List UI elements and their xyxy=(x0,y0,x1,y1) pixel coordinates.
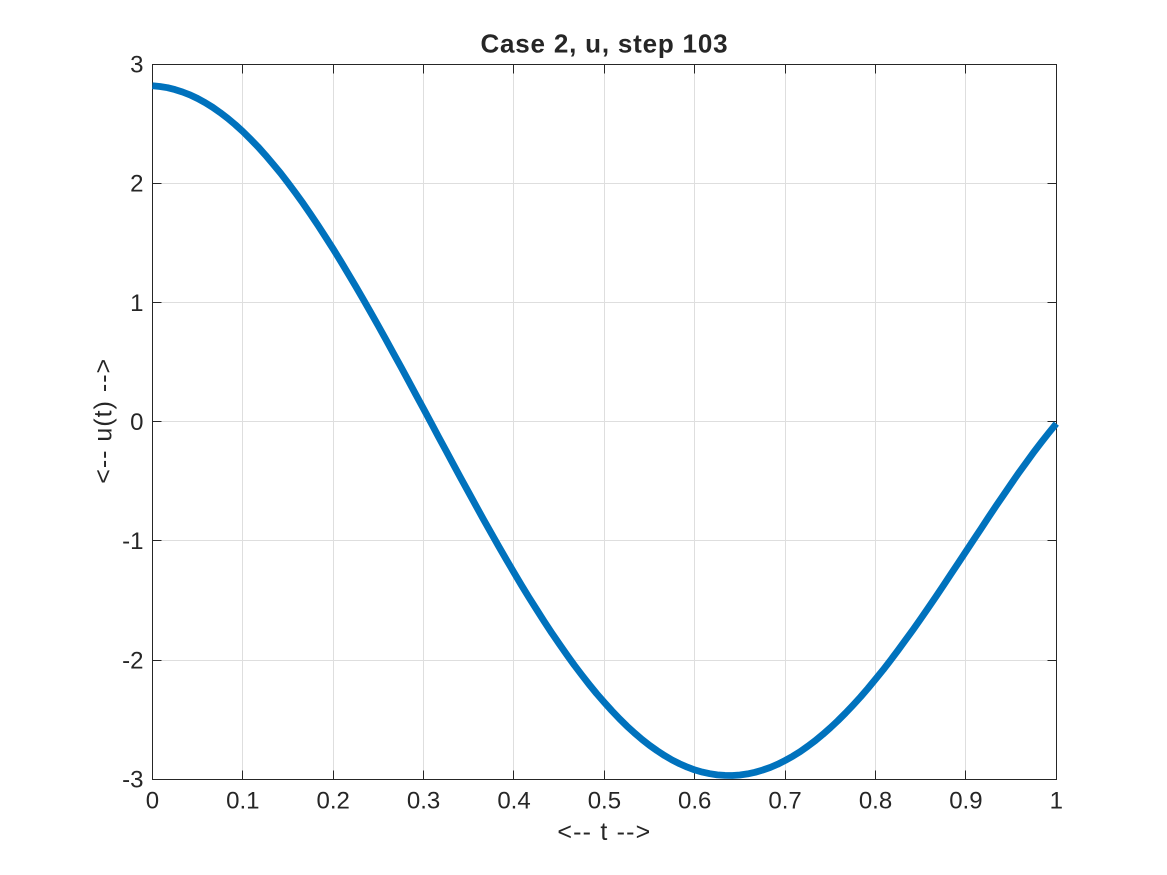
svg-text:Case 2, u, step 103: Case 2, u, step 103 xyxy=(480,28,728,58)
svg-text:0: 0 xyxy=(130,409,143,436)
svg-text:0.1: 0.1 xyxy=(226,787,259,814)
svg-text:0.3: 0.3 xyxy=(407,787,440,814)
svg-text:-2: -2 xyxy=(122,647,143,674)
svg-text:1: 1 xyxy=(1050,787,1063,814)
svg-text:0.8: 0.8 xyxy=(859,787,892,814)
svg-text:1: 1 xyxy=(130,290,143,317)
svg-text:0.4: 0.4 xyxy=(497,787,530,814)
svg-text:2: 2 xyxy=(130,171,143,198)
svg-text:0.7: 0.7 xyxy=(768,787,801,814)
svg-text:0.6: 0.6 xyxy=(678,787,711,814)
svg-text:0: 0 xyxy=(146,787,159,814)
svg-text:0.9: 0.9 xyxy=(949,787,982,814)
svg-text:<-- u(t) -->: <-- u(t) --> xyxy=(90,358,118,484)
svg-text:-3: -3 xyxy=(122,767,143,794)
svg-text:0.5: 0.5 xyxy=(588,787,621,814)
svg-text:-1: -1 xyxy=(122,528,143,555)
svg-text:3: 3 xyxy=(130,52,143,79)
svg-text:<-- t -->: <-- t --> xyxy=(557,818,651,846)
svg-text:0.2: 0.2 xyxy=(317,787,350,814)
